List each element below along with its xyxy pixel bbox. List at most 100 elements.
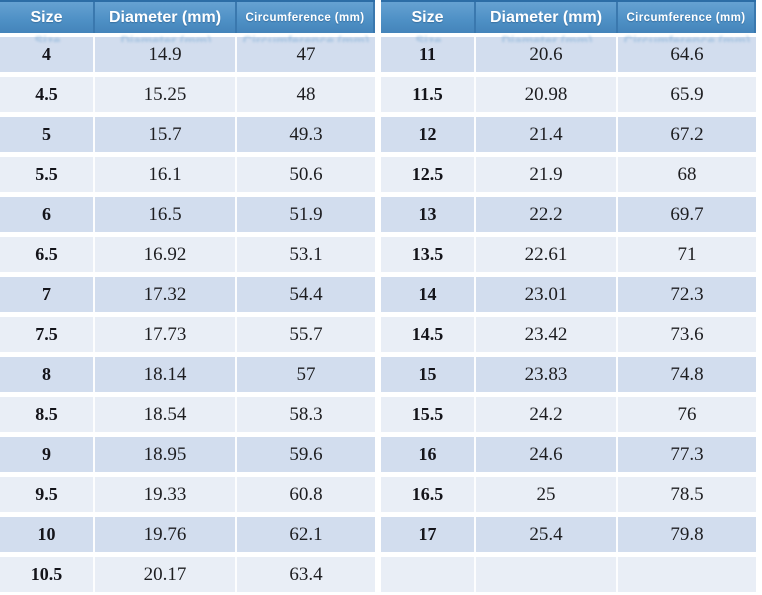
circumference-cell: 47 xyxy=(237,37,375,72)
column-header-size: Size xyxy=(0,2,95,33)
table-row: 7.5 17.73 55.7 xyxy=(0,317,375,352)
diameter-cell: 15.25 xyxy=(95,77,237,112)
size-cell: 8 xyxy=(0,357,95,392)
table-row: 4 14.9 47 xyxy=(0,37,375,72)
diameter-cell: 25.4 xyxy=(476,517,618,552)
table-row: 14 23.01 72.3 xyxy=(381,277,756,312)
diameter-cell: 17.73 xyxy=(95,317,237,352)
circumference-cell: 79.8 xyxy=(618,517,756,552)
circumference-cell: 57 xyxy=(237,357,375,392)
circumference-cell: 77.3 xyxy=(618,437,756,472)
table-row: 17 25.4 79.8 xyxy=(381,517,756,552)
diameter-cell: 20.6 xyxy=(476,37,618,72)
table-row: 8.5 18.54 58.3 xyxy=(0,397,375,432)
diameter-cell: 24.2 xyxy=(476,397,618,432)
size-cell: 6.5 xyxy=(0,237,95,272)
circumference-cell: 73.6 xyxy=(618,317,756,352)
size-cell: 13 xyxy=(381,197,476,232)
circumference-cell: 74.8 xyxy=(618,357,756,392)
table-row: 13 22.2 69.7 xyxy=(381,197,756,232)
diameter-cell: 17.32 xyxy=(95,277,237,312)
table-row: 15.5 24.2 76 xyxy=(381,397,756,432)
diameter-cell: 16.1 xyxy=(95,157,237,192)
circumference-cell: 51.9 xyxy=(237,197,375,232)
table-row: 10 19.76 62.1 xyxy=(0,517,375,552)
table-row: 5.5 16.1 50.6 xyxy=(0,157,375,192)
size-cell: 11 xyxy=(381,37,476,72)
circumference-cell: 54.4 xyxy=(237,277,375,312)
table-header-row: Size Diameter (mm) Circumference (mm) xyxy=(381,0,756,33)
circumference-cell: 76 xyxy=(618,397,756,432)
diameter-cell: 16.92 xyxy=(95,237,237,272)
circumference-cell: 50.6 xyxy=(237,157,375,192)
table-row: 14.5 23.42 73.6 xyxy=(381,317,756,352)
circumference-cell: 67.2 xyxy=(618,117,756,152)
table-row: 12 21.4 67.2 xyxy=(381,117,756,152)
size-cell: 15 xyxy=(381,357,476,392)
diameter-cell: 18.95 xyxy=(95,437,237,472)
diameter-cell: 15.7 xyxy=(95,117,237,152)
column-header-circumference: Circumference (mm) xyxy=(237,2,375,33)
diameter-cell: 18.14 xyxy=(95,357,237,392)
size-cell: 15.5 xyxy=(381,397,476,432)
diameter-cell: 16.5 xyxy=(95,197,237,232)
size-cell: 12 xyxy=(381,117,476,152)
circumference-cell: 63.4 xyxy=(237,557,375,592)
diameter-cell: 23.83 xyxy=(476,357,618,392)
diameter-cell: 14.9 xyxy=(95,37,237,72)
diameter-cell: 18.54 xyxy=(95,397,237,432)
circumference-cell: 58.3 xyxy=(237,397,375,432)
circumference-cell: 64.6 xyxy=(618,37,756,72)
size-cell: 17 xyxy=(381,517,476,552)
size-cell: 4 xyxy=(0,37,95,72)
circumference-cell: 53.1 xyxy=(237,237,375,272)
size-cell: 16.5 xyxy=(381,477,476,512)
circumference-cell: 48 xyxy=(237,77,375,112)
table-body: 11 20.6 64.6 11.5 20.98 65.9 12 21.4 67.2 12.5 21.… xyxy=(381,33,756,592)
table-row: 10.5 20.17 63.4 xyxy=(0,557,375,592)
diameter-cell: 20.98 xyxy=(476,77,618,112)
diameter-cell: 19.76 xyxy=(95,517,237,552)
table-row: 6 16.5 51.9 xyxy=(0,197,375,232)
circumference-cell: 71 xyxy=(618,237,756,272)
circumference-cell xyxy=(618,557,756,592)
diameter-cell: 21.9 xyxy=(476,157,618,192)
size-cell: 12.5 xyxy=(381,157,476,192)
table-body: 4 14.9 47 4.5 15.25 48 5 15.7 49.3 5.5 16.1 50.6 6 16… xyxy=(0,33,375,592)
size-cell: 7.5 xyxy=(0,317,95,352)
table-row: 11.5 20.98 65.9 xyxy=(381,77,756,112)
circumference-cell: 69.7 xyxy=(618,197,756,232)
table-row: 16.5 25 78.5 xyxy=(381,477,756,512)
size-cell: 14 xyxy=(381,277,476,312)
size-cell: 14.5 xyxy=(381,317,476,352)
table-row: 12.5 21.9 68 xyxy=(381,157,756,192)
circumference-cell: 55.7 xyxy=(237,317,375,352)
size-cell: 5.5 xyxy=(0,157,95,192)
table-row: 8 18.14 57 xyxy=(0,357,375,392)
column-header-diameter: Diameter (mm) xyxy=(95,2,237,33)
size-cell xyxy=(381,557,476,592)
diameter-cell: 23.01 xyxy=(476,277,618,312)
diameter-cell: 22.61 xyxy=(476,237,618,272)
size-table-right: Size Diameter (mm) Circumference (mm) Size D… xyxy=(381,0,756,595)
table-header-row: Size Diameter (mm) Circumference (mm) xyxy=(0,0,375,33)
diameter-cell: 25 xyxy=(476,477,618,512)
diameter-cell xyxy=(476,557,618,592)
table-row xyxy=(381,557,756,592)
circumference-cell: 65.9 xyxy=(618,77,756,112)
table-row: 4.5 15.25 48 xyxy=(0,77,375,112)
size-cell: 16 xyxy=(381,437,476,472)
circumference-cell: 62.1 xyxy=(237,517,375,552)
diameter-cell: 21.4 xyxy=(476,117,618,152)
size-cell: 7 xyxy=(0,277,95,312)
diameter-cell: 24.6 xyxy=(476,437,618,472)
circumference-cell: 59.6 xyxy=(237,437,375,472)
size-cell: 8.5 xyxy=(0,397,95,432)
size-cell: 10.5 xyxy=(0,557,95,592)
size-cell: 9 xyxy=(0,437,95,472)
size-table-left: Size Diameter (mm) Circumference (mm) Size D… xyxy=(0,0,375,595)
table-row: 6.5 16.92 53.1 xyxy=(0,237,375,272)
table-row: 7 17.32 54.4 xyxy=(0,277,375,312)
table-row: 9.5 19.33 60.8 xyxy=(0,477,375,512)
